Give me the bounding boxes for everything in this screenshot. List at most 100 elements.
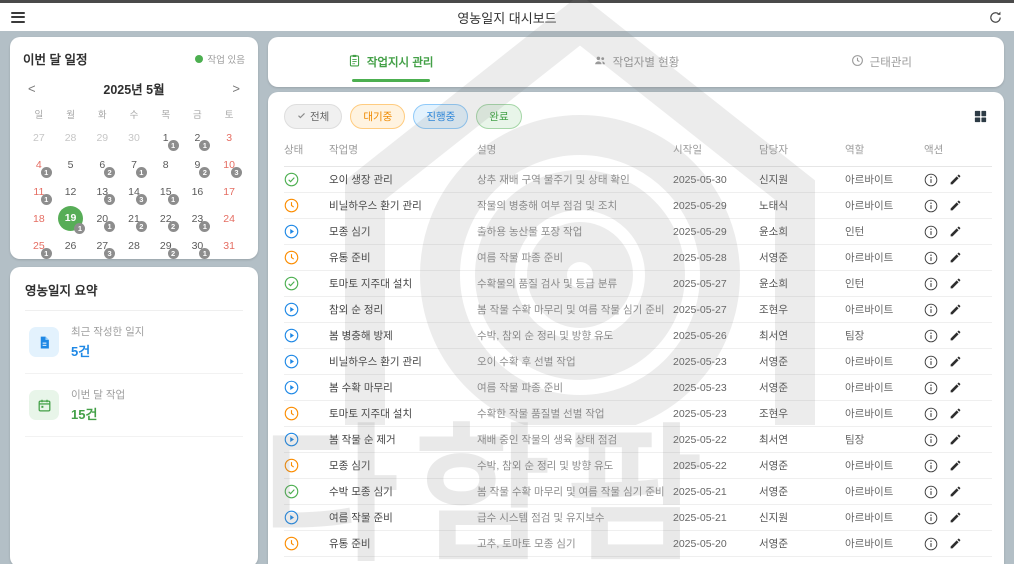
day-number: 1 [162, 131, 169, 144]
calendar-day[interactable]: 31 [213, 232, 245, 259]
calendar-day[interactable]: 22 2 [150, 205, 182, 232]
info-button[interactable] [924, 355, 938, 369]
calendar-day[interactable]: 23 1 [182, 205, 214, 232]
calendar-day[interactable]: 30 1 [182, 232, 214, 259]
info-button[interactable] [924, 511, 938, 525]
task-count-badge: 2 [199, 167, 211, 178]
calendar-day[interactable]: 16 [182, 178, 214, 205]
calendar-day[interactable]: 12 [55, 178, 87, 205]
tab-workers[interactable]: 작업자별 현황 [513, 37, 758, 87]
calendar-day[interactable]: 26 [55, 232, 87, 259]
info-button[interactable] [924, 537, 938, 551]
edit-button[interactable] [949, 173, 962, 186]
calendar-day[interactable]: 19 1 [55, 205, 87, 234]
edit-button[interactable] [949, 225, 962, 238]
edit-button[interactable] [949, 485, 962, 498]
summary-items: 최근 작성한 일지 5건 이번 달 작업 15건 [25, 311, 243, 437]
day-number: 12 [64, 185, 77, 198]
calendar-day[interactable]: 8 [150, 151, 182, 178]
info-button[interactable] [924, 277, 938, 291]
task-count-badge: 1 [40, 248, 52, 259]
calendar-day[interactable]: 3 [213, 124, 245, 151]
calendar-day[interactable]: 29 [86, 124, 118, 151]
edit-button[interactable] [949, 199, 962, 212]
calendar-day[interactable]: 24 [213, 205, 245, 232]
calendar-day[interactable]: 10 3 [213, 151, 245, 178]
info-button[interactable] [924, 433, 938, 447]
assignee: 서영준 [759, 382, 788, 394]
day-number: 10 [223, 158, 235, 171]
edit-button[interactable] [949, 381, 962, 394]
info-button[interactable] [924, 485, 938, 499]
info-button[interactable] [924, 459, 938, 473]
assignee: 서영준 [759, 460, 788, 472]
summary-label: 최근 작성한 일지 [71, 326, 145, 338]
calendar-day[interactable]: 25 1 [23, 232, 55, 259]
info-button[interactable] [924, 303, 938, 317]
day-number: 27 [33, 131, 45, 144]
table-row: 유통 준비 고추, 토마토 모종 심기 2025-05-20 서영준 아르바이트 [284, 531, 992, 557]
tab-work-orders[interactable]: 작업지시 관리 [268, 37, 513, 87]
hamburger-icon[interactable] [11, 9, 26, 25]
filter-chips: 전체 대기중 진행중 완료 [284, 104, 522, 129]
day-number: 23 [191, 212, 204, 225]
edit-button[interactable] [949, 329, 962, 342]
calendar-day[interactable]: 20 1 [86, 205, 118, 232]
calendar-day[interactable]: 27 [23, 124, 55, 151]
calendar-day[interactable]: 18 [23, 205, 55, 232]
assignee: 신지원 [759, 174, 788, 186]
info-button[interactable] [924, 225, 938, 239]
next-month-button[interactable]: > [232, 81, 240, 96]
summary-item: 최근 작성한 일지 5건 [25, 311, 243, 374]
calendar-day[interactable]: 29 2 [150, 232, 182, 259]
filter-done[interactable]: 완료 [476, 104, 522, 129]
edit-button[interactable] [949, 511, 962, 524]
start-date: 2025-05-27 [673, 303, 727, 316]
calendar-day[interactable]: 28 [118, 232, 150, 259]
task-name: 비닐하우스 환기 관리 [329, 356, 422, 368]
row-actions [924, 225, 986, 239]
prev-month-button[interactable]: < [28, 81, 36, 96]
calendar-day[interactable]: 17 [213, 178, 245, 205]
calendar-day[interactable]: 5 [55, 151, 87, 178]
calendar-day[interactable]: 30 [118, 124, 150, 151]
calendar-day[interactable]: 21 2 [118, 205, 150, 232]
calendar-day[interactable]: 27 3 [86, 232, 118, 259]
tab-attendance[interactable]: 근태관리 [759, 37, 1004, 87]
info-button[interactable] [924, 251, 938, 265]
info-button[interactable] [924, 199, 938, 213]
task-count-badge: 1 [135, 167, 147, 178]
edit-button[interactable] [949, 459, 962, 472]
calendar-day[interactable]: 13 3 [86, 178, 118, 205]
info-button[interactable] [924, 173, 938, 187]
filter-progress[interactable]: 진행중 [413, 104, 469, 129]
filter-label: 전체 [310, 111, 330, 123]
calendar-day[interactable]: 15 1 [150, 178, 182, 205]
info-button[interactable] [924, 407, 938, 421]
edit-button[interactable] [949, 407, 962, 420]
assignee: 최서연 [759, 330, 788, 342]
role: 팀장 [845, 330, 865, 342]
calendar-day[interactable]: 28 [55, 124, 87, 151]
edit-button[interactable] [949, 355, 962, 368]
calendar-day[interactable]: 11 1 [23, 178, 55, 205]
column-header: 상태 [284, 144, 304, 156]
info-button[interactable] [924, 329, 938, 343]
edit-button[interactable] [949, 251, 962, 264]
filter-waiting[interactable]: 대기중 [350, 104, 406, 129]
edit-button[interactable] [949, 277, 962, 290]
refresh-icon[interactable] [988, 10, 1003, 25]
info-button[interactable] [924, 381, 938, 395]
edit-button[interactable] [949, 433, 962, 446]
calendar-day[interactable]: 14 3 [118, 178, 150, 205]
edit-button[interactable] [949, 537, 962, 550]
edit-button[interactable] [949, 303, 962, 316]
filter-all[interactable]: 전체 [284, 104, 343, 129]
grid-view-icon[interactable] [973, 109, 988, 124]
